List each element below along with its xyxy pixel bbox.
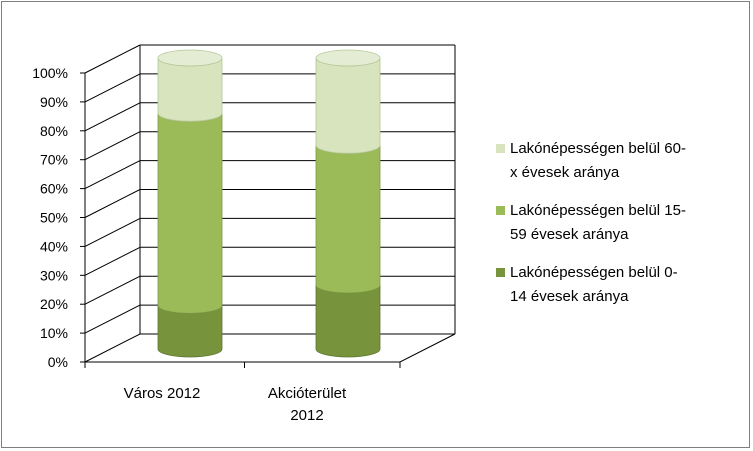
gridline-side <box>84 160 141 190</box>
chart-walls <box>84 45 456 363</box>
y-tick-label: 90% <box>40 94 68 110</box>
y-tick-label: 60% <box>40 181 68 197</box>
cylinder-1 <box>157 49 223 358</box>
legend: Lakónépességen belül 60-x évesek arányaL… <box>496 140 686 305</box>
gridline-side <box>84 217 141 247</box>
y-tick-label: 10% <box>40 325 68 341</box>
y-tick-label: 100% <box>32 65 68 81</box>
cylinder-2 <box>315 49 381 358</box>
bar-segment <box>315 57 381 154</box>
bar-segment <box>315 284 381 358</box>
x-category-line: Város 2012 <box>124 385 201 402</box>
x-category-label: Akcióterület 2012 <box>268 385 347 424</box>
legend-swatch <box>496 144 505 153</box>
y-tick-label: 40% <box>40 238 68 254</box>
legend-line: Lakónépességen belül 60- <box>510 140 686 157</box>
legend-line: x évesek aránya <box>510 164 620 181</box>
x-category-line: 2012 <box>290 407 323 424</box>
gridline-side <box>84 44 141 74</box>
legend-line: Lakónépességen belül 0- <box>510 264 678 281</box>
x-category-label: Város 2012 <box>124 385 201 402</box>
floor-outline <box>84 333 456 363</box>
gridline-side <box>84 246 141 276</box>
bar-segment <box>157 113 223 314</box>
bars <box>157 49 381 358</box>
x-axis-categories: Város 2012 Akcióterület 2012 <box>124 385 347 424</box>
cylinder-top-cap <box>315 49 381 67</box>
legend-line: 14 évesek aránya <box>510 288 629 305</box>
gridline-side <box>84 304 141 334</box>
legend-swatch <box>496 206 505 215</box>
gridline-side <box>84 73 141 103</box>
y-axis-ticks: 0% 10% 20% 30% 40% 50% 60% 70% 80% 90% 100% <box>32 65 68 370</box>
bar-segment <box>157 57 223 122</box>
y-tick-label: 70% <box>40 152 68 168</box>
y-tick-label: 20% <box>40 296 68 312</box>
gridlines <box>80 44 455 368</box>
legend-entry: Lakónépességen belül 0- 14 évesek aránya <box>510 264 678 305</box>
gridline-side <box>84 102 141 132</box>
legend-line: Lakónépességen belül 15- <box>510 202 686 219</box>
x-category-line: Akcióterület <box>268 385 347 402</box>
gridline-side <box>84 189 141 218</box>
y-tick-label: 80% <box>40 123 68 139</box>
legend-swatch <box>496 268 505 277</box>
gridline-side <box>84 275 141 305</box>
y-tick-label: 50% <box>40 210 68 226</box>
y-tick-label: 0% <box>48 354 68 370</box>
y-tick-label: 30% <box>40 267 68 283</box>
legend-entry: Lakónépességen belül 15- 59 évesek aránya <box>510 202 686 243</box>
legend-entry: Lakónépességen belül 60- x évesek aránya <box>510 140 686 181</box>
gridline-side <box>84 131 141 161</box>
cylinder-top-cap <box>157 49 223 67</box>
legend-line: 59 évesek aránya <box>510 226 629 243</box>
bar-segment <box>315 145 381 294</box>
